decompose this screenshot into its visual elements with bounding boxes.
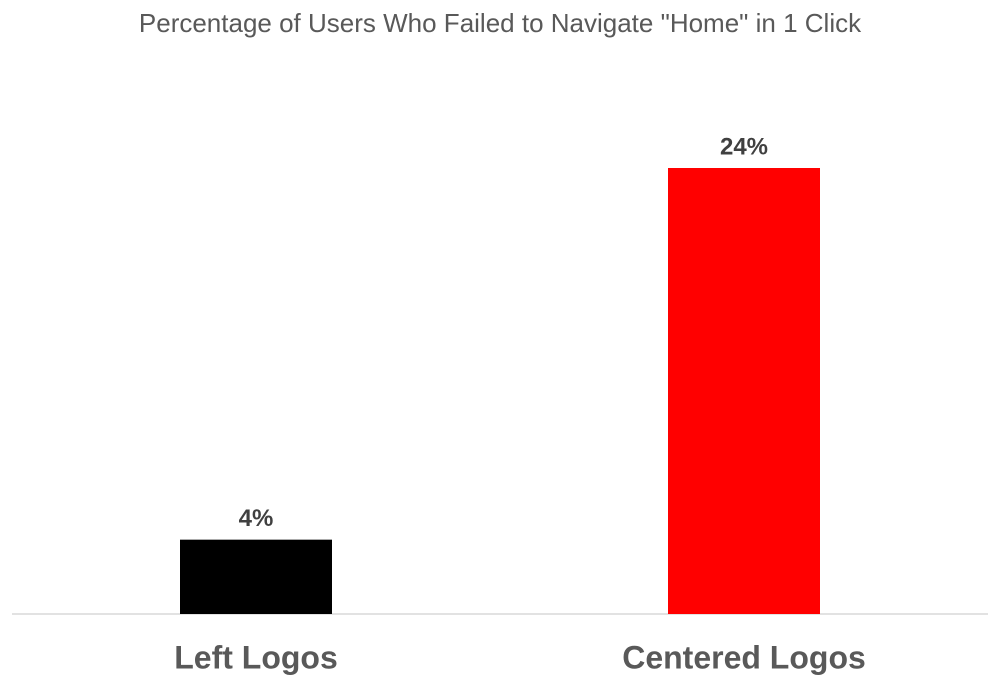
x-tick-label: Left Logos — [174, 639, 338, 675]
value-label: 4% — [239, 505, 274, 532]
bar — [668, 168, 820, 614]
bar — [180, 539, 332, 614]
chart-title: Percentage of Users Who Failed to Naviga… — [139, 8, 862, 38]
value-label: 24% — [720, 133, 768, 160]
x-tick-label: Centered Logos — [622, 639, 866, 675]
